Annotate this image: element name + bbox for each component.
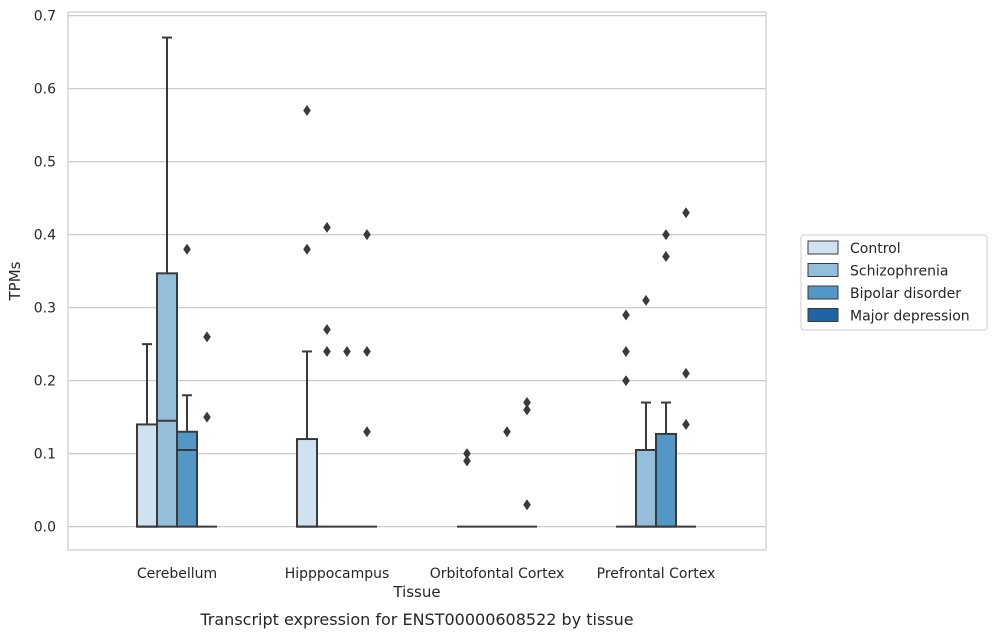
x-axis-ticks: Cerebellum Hipppocampus Orbitofontal Corte… [137,566,715,582]
outlier-point [363,345,371,357]
outlier-point [642,294,650,306]
box-body [136,423,158,528]
y-tick-label: 0.0 [34,520,56,536]
box-schizophrenia [156,36,178,528]
box-control [136,343,158,528]
outlier-point [503,426,511,438]
y-tick-label: 0.7 [34,9,56,25]
chart-title: Transcript expression for ENST0000060852… [199,610,633,629]
box-bipolar-disorder [655,401,677,528]
legend-label: Bipolar disorder [850,286,961,302]
outlier-point [203,331,211,343]
outlier-point [662,251,670,263]
outliers [183,105,690,511]
legend-swatch [807,308,839,322]
outlier-point [662,229,670,241]
outlier-point [363,426,371,438]
y-axis-label: TPMs [6,261,24,301]
outlier-point [363,229,371,241]
box-body [156,272,178,528]
box-body [296,438,318,528]
legend-swatch [807,285,839,300]
y-tick-label: 0.1 [34,447,56,463]
legend-label: Schizophrenia [850,264,948,280]
y-tick-label: 0.2 [34,374,56,390]
x-tick-label: Cerebellum [137,566,217,582]
outlier-point [183,243,191,255]
outlier-point [303,243,311,255]
outlier-point [463,448,471,460]
legend-label: Major depression [850,309,970,325]
outlier-point [343,345,351,357]
y-tick-label: 0.6 [34,82,56,98]
legend-swatch [807,240,839,255]
legend-frame [800,234,988,331]
outlier-point [463,455,471,467]
box-body [655,432,677,528]
y-axis-ticks: 0.0 0.1 0.2 0.3 0.4 0.5 0.6 0.7 [34,9,56,536]
boxes [136,36,696,528]
outlier-point [523,499,531,511]
outlier-point [682,207,690,219]
outlier-point [523,404,531,416]
outlier-point [622,309,630,321]
outlier-point [323,345,331,357]
outlier-point [323,324,331,336]
x-axis-label: Tissue [392,583,440,601]
box-bipolar-disorder [176,394,198,528]
x-tick-label: Prefrontal Cortex [597,566,716,582]
legend-swatch [807,263,839,277]
outlier-point [203,411,211,423]
outlier-point [523,397,531,409]
box-schizophrenia [635,401,657,528]
y-tick-label: 0.3 [34,301,56,317]
plot-area-frame [67,11,767,551]
x-tick-label: Hipppocampus [285,566,390,582]
y-tick-label: 0.5 [34,155,56,171]
outlier-point [622,345,630,357]
x-tick-label: Orbitofontal Cortex [430,566,565,582]
outlier-point [682,367,690,379]
outlier-point [682,418,690,430]
legend: Control Schizophrenia Bipolar disorder Majo… [800,234,988,331]
legend-label: Control [850,241,901,257]
box-body [635,448,657,528]
y-tick-label: 0.4 [34,228,56,244]
outlier-point [303,105,311,117]
box-control [296,350,318,528]
box-body [176,430,198,528]
outlier-point [323,221,331,233]
outlier-point [622,375,630,387]
